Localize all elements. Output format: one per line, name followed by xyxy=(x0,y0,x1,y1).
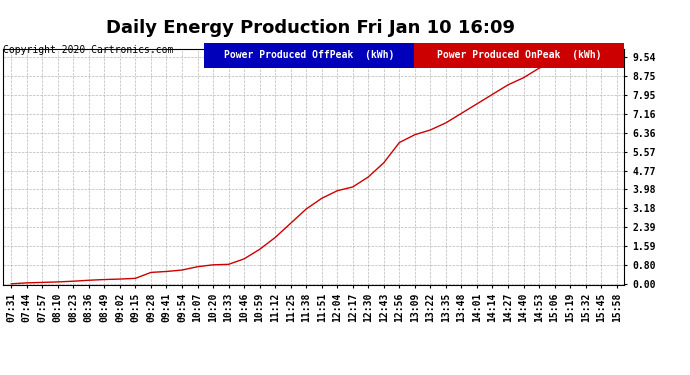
Text: Daily Energy Production Fri Jan 10 16:09: Daily Energy Production Fri Jan 10 16:09 xyxy=(106,19,515,37)
Text: Copyright 2020 Cartronics.com: Copyright 2020 Cartronics.com xyxy=(3,45,174,55)
Text: Power Produced OffPeak  (kWh): Power Produced OffPeak (kWh) xyxy=(224,50,394,60)
Text: Power Produced OnPeak  (kWh): Power Produced OnPeak (kWh) xyxy=(437,50,602,60)
